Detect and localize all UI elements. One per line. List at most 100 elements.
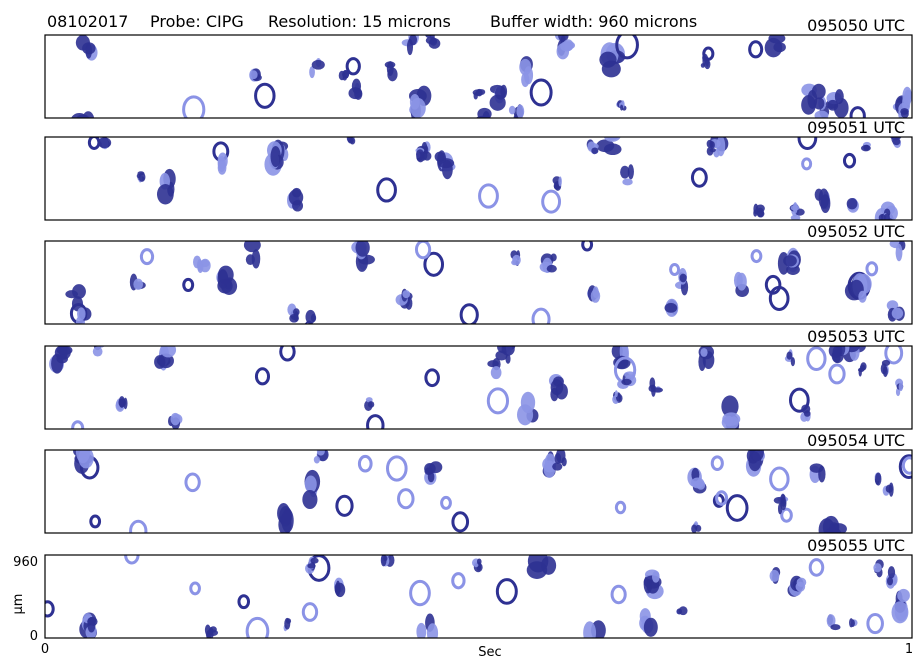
particle [335,494,354,517]
particle [355,241,370,257]
particle [710,455,724,472]
particle [886,300,899,311]
particle [643,617,658,637]
particle [387,67,398,82]
particle [245,254,255,266]
particles [71,35,912,118]
particle [284,617,291,630]
particle [279,346,296,362]
particle [887,566,896,579]
particle [830,523,847,533]
particle [884,346,904,365]
particle [764,274,782,295]
particle [531,307,551,324]
particle [245,616,270,638]
particles [45,555,910,638]
particle [696,480,706,490]
panel-image [44,136,913,221]
particle [818,465,826,483]
particle [560,41,574,52]
particle [305,309,316,324]
particle [610,584,627,605]
particle [834,89,844,105]
particle [886,576,894,586]
particle [500,84,508,99]
panel-time: 095051 UTC [807,118,905,137]
particle [652,387,663,393]
particle [414,241,432,260]
particle [139,248,155,266]
particle [45,600,55,618]
particle [189,581,201,596]
panel-time: 095052 UTC [807,222,905,241]
particle [769,466,790,492]
particle [715,490,729,506]
particle [806,346,827,371]
particle [78,450,94,469]
particle [288,189,304,206]
particle [898,454,912,479]
particle [796,577,807,588]
particle [304,475,317,493]
particle [592,286,599,299]
particle [243,241,261,253]
panel-time: 095054 UTC [807,431,905,450]
particle [495,578,518,605]
particle [555,383,568,400]
particle [410,97,426,118]
particle [182,95,206,118]
particle [553,183,561,190]
particle [842,152,857,169]
particle [826,614,836,628]
panel-image [44,345,913,430]
particle [345,57,361,76]
particle [705,56,710,67]
particle [489,94,506,111]
particle [459,303,479,324]
particles [73,450,912,533]
particle [786,351,793,360]
panel-time: 095053 UTC [807,327,905,346]
particle [92,346,103,357]
particle [614,500,627,515]
particle [561,457,567,467]
panel-image [44,554,913,639]
particle [691,524,698,533]
particle [773,497,785,504]
particle [716,137,726,157]
particle [197,259,203,271]
particle [425,35,432,38]
panel-time: 095050 UTC [807,16,905,35]
particle [591,147,599,154]
particle [490,366,502,380]
particle [237,594,251,610]
particle [750,249,763,264]
particle [72,284,86,299]
particle [156,184,174,205]
particle [614,390,618,398]
particle [87,617,96,633]
particle [700,63,706,68]
particle [721,395,739,418]
particle [621,378,632,386]
particle [76,114,90,118]
particle [416,149,425,160]
x-right-label: 1 [905,642,913,657]
particle [77,307,86,321]
particle [873,563,882,573]
particle [249,70,258,80]
particle [866,612,884,635]
particle [520,391,536,414]
particle [423,251,445,277]
particle [512,254,521,266]
particle [790,205,800,211]
particle [316,450,325,456]
particle [554,452,562,465]
particle [380,555,387,567]
particle [801,157,813,171]
particle [118,396,126,408]
particle [900,109,909,118]
particle [416,622,427,638]
particles [49,346,904,429]
particle [199,258,211,273]
